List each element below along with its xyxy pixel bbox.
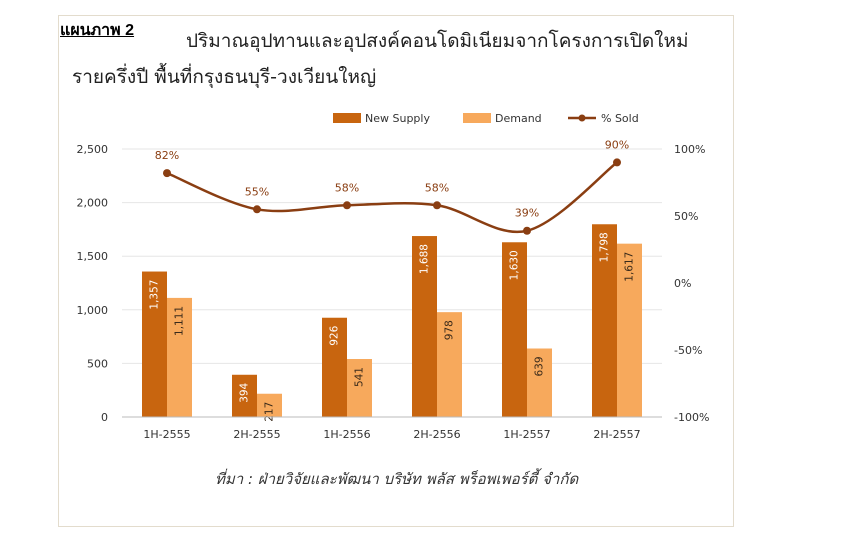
point-pct-sold [523, 226, 531, 235]
data-label-demand: 978 [444, 320, 456, 340]
data-label-new-supply: 926 [329, 325, 341, 345]
y-right-tick-label: 50% [674, 210, 698, 223]
data-label-pct-sold: 39% [515, 207, 539, 220]
chart-title-line2: รายครึ่งปี พื้นที่กรุงธนบุรี-วงเวียนใหญ่ [72, 66, 377, 88]
data-label-pct-sold: 90% [605, 138, 629, 151]
line-pct-sold [166, 161, 618, 234]
legend-swatch-demand [463, 113, 491, 123]
y-left-tick-label: 500 [87, 357, 108, 370]
source-note: ที่มา : ฝ่ายวิจัยและพัฒนา บริษัท พลัส พร… [215, 470, 579, 488]
y-left-tick-label: 2,000 [77, 197, 109, 210]
legend-label-demand: Demand [495, 112, 542, 125]
data-label-demand: 541 [354, 367, 366, 387]
legend-label-pct-sold: % Sold [601, 112, 639, 125]
bar-demand [257, 393, 282, 417]
data-label-pct-sold: 55% [245, 185, 269, 198]
bar-new-supply [502, 242, 527, 417]
chart-title-line1: ปริมาณอุปทานและอุปสงค์คอนโดมิเนียมจากโคร… [186, 30, 689, 52]
data-label-pct-sold: 58% [425, 181, 449, 194]
y-right-tick-label: 100% [674, 143, 705, 156]
line-layer: 82% 55% 58% 58% 39% 90% [155, 138, 629, 235]
bar-demand [167, 297, 192, 417]
point-pct-sold [253, 205, 261, 214]
data-label-pct-sold: 58% [335, 181, 359, 194]
data-label-new-supply: 1,357 [149, 280, 161, 310]
data-label-demand: 217 [264, 402, 276, 422]
bar-demand [617, 243, 642, 417]
legend-marker-pct-sold [578, 114, 586, 122]
bar-new-supply [142, 271, 167, 417]
bar-new-supply [412, 236, 437, 417]
bar-demand [347, 359, 372, 417]
bars-layer: 1,357 1,111 394 217 926 541 1,688 978 1,630 639 1,… [142, 224, 642, 422]
legend-layer: New Supply Demand % Sold [333, 112, 639, 125]
x-tick-label: 2H-2556 [413, 428, 460, 441]
x-tick-label: 1H-2555 [143, 428, 190, 441]
grid-layer [122, 148, 662, 364]
x-tick-label: 1H-2556 [323, 428, 370, 441]
x-tick-label: 2H-2555 [233, 428, 280, 441]
data-label-new-supply: 1,798 [599, 232, 611, 262]
data-label-new-supply: 394 [239, 382, 251, 402]
legend-swatch-new-supply [333, 113, 361, 123]
x-tick-label: 1H-2557 [503, 428, 550, 441]
data-label-demand: 1,111 [174, 306, 186, 336]
y-left-tick-label: 0 [101, 411, 108, 424]
point-pct-sold [163, 169, 171, 178]
y-left-tick-label: 1,500 [77, 250, 109, 263]
bar-demand [527, 348, 552, 417]
legend-label-new-supply: New Supply [365, 112, 430, 125]
data-label-new-supply: 1,630 [509, 250, 521, 280]
data-label-new-supply: 1,688 [419, 244, 431, 274]
y-left-tick-label: 1,000 [77, 304, 109, 317]
y-left-tick-label: 2,500 [77, 143, 109, 156]
figure-label: แผนภาพ 2 [60, 22, 135, 39]
bar-demand [437, 312, 462, 417]
data-label-demand: 1,617 [624, 252, 636, 282]
point-pct-sold [343, 201, 351, 210]
bar-new-supply [592, 224, 617, 417]
y-right-tick-label: -50% [674, 344, 702, 357]
axis-layer: 0 500 1,000 1,500 2,000 2,500 -100% -50% 0% 50% 10… [77, 143, 710, 441]
y-right-tick-label: -100% [674, 411, 709, 424]
bar-new-supply [232, 374, 257, 417]
data-label-pct-sold: 82% [155, 149, 179, 162]
x-tick-label: 2H-2557 [593, 428, 640, 441]
data-label-demand: 639 [534, 356, 546, 376]
point-pct-sold [613, 158, 621, 167]
point-pct-sold [433, 201, 441, 210]
y-right-tick-label: 0% [674, 277, 691, 290]
bar-new-supply [322, 317, 347, 417]
